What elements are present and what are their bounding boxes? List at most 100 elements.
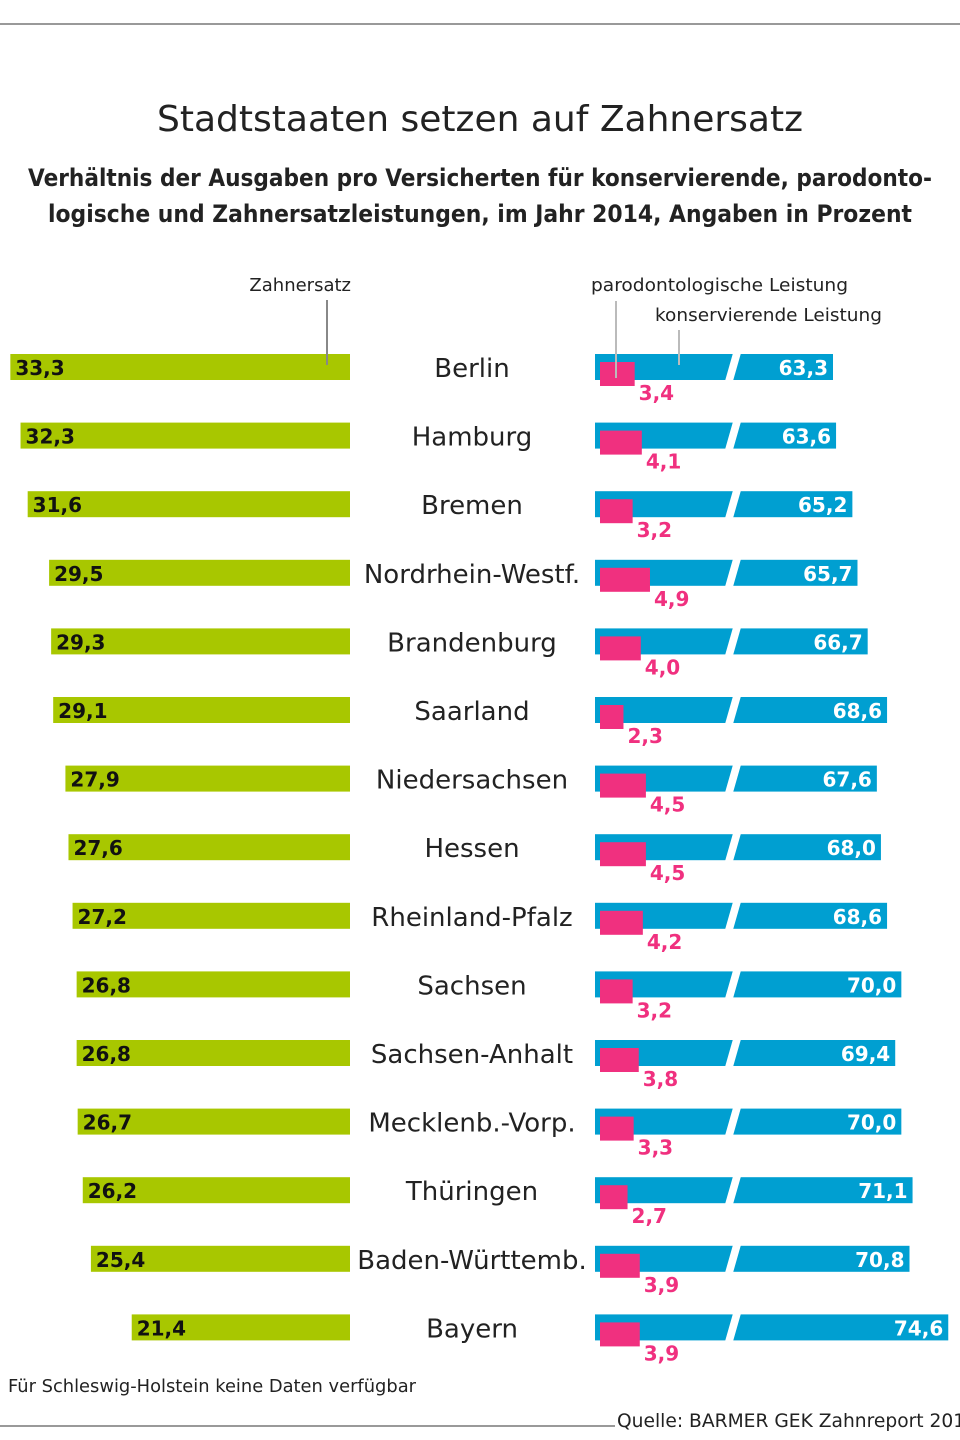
parodontologische-bar	[600, 979, 633, 1004]
category-label: Bayern	[426, 1314, 518, 1344]
legend-konservierende: konservierende Leistung	[655, 305, 882, 326]
zahnersatz-bar	[65, 765, 351, 792]
konservierende-label: 70,0	[847, 1111, 896, 1135]
chart-subtitle-line-2: logische und Zahnersatzleistungen, im Ja…	[48, 200, 912, 228]
axis-break-mark	[725, 970, 741, 999]
axis-break-mark	[725, 1313, 741, 1342]
konservierende-bar	[595, 1177, 913, 1204]
konservierende-label: 70,0	[847, 973, 896, 997]
parodontologische-label: 3,4	[639, 381, 674, 405]
legend-parodontologische: parodontologische Leistung	[591, 275, 848, 296]
zahnersatz-bar	[10, 354, 351, 380]
zahnersatz-label: 33,3	[15, 356, 64, 380]
axis-break-mark	[725, 833, 741, 862]
axis-break-mark	[725, 764, 741, 793]
konservierende-bar	[595, 902, 888, 929]
axis-break-mark	[725, 353, 741, 381]
parodontologische-label: 3,3	[638, 1136, 673, 1160]
konservierende-label: 69,4	[841, 1042, 890, 1066]
category-label: Thüringen	[405, 1177, 538, 1207]
axis-break-mark	[725, 421, 741, 450]
parodontologische-label: 3,2	[637, 518, 672, 542]
category-label: Berlin	[434, 354, 509, 384]
parodontologische-label: 2,3	[627, 724, 662, 748]
konservierende-bar	[595, 1040, 896, 1066]
zahnersatz-label: 27,9	[70, 768, 119, 792]
parodontologische-bar	[600, 842, 646, 867]
footnote: Für Schleswig-Holstein keine Daten verfü…	[8, 1376, 417, 1397]
konservierende-label: 68,0	[827, 836, 876, 860]
parodontologische-bar	[600, 1048, 639, 1072]
konservierende-bar	[595, 1314, 949, 1341]
parodontologische-label: 4,9	[654, 587, 689, 611]
konservierende-label: 68,6	[833, 905, 882, 929]
zahnersatz-label: 31,6	[33, 493, 82, 517]
parodontologische-bar	[600, 430, 642, 455]
konservierende-label: 71,1	[858, 1179, 907, 1203]
parodontologische-label: 4,5	[650, 793, 685, 817]
category-label: Sachsen-Anhalt	[371, 1040, 573, 1070]
axis-break-mark	[725, 1039, 741, 1067]
zahnersatz-label: 26,7	[83, 1111, 132, 1135]
parodontologische-bar	[600, 910, 643, 935]
parodontologische-bar	[600, 1116, 634, 1141]
zahnersatz-bar	[27, 491, 351, 518]
category-label: Saarland	[414, 697, 529, 727]
zahnersatz-bar	[49, 559, 350, 586]
parodontologische-bar	[600, 567, 650, 592]
parodontologische-label: 3,8	[643, 1067, 678, 1091]
zahnersatz-label: 26,8	[82, 973, 131, 997]
parodontologische-bar	[600, 773, 646, 798]
axis-break-mark	[725, 696, 741, 724]
zahnersatz-label: 27,6	[73, 836, 122, 860]
parodontologische-label: 2,7	[632, 1204, 667, 1228]
konservierende-bar	[595, 1108, 902, 1135]
parodontologische-label: 3,9	[644, 1341, 679, 1365]
konservierende-label: 63,3	[779, 356, 828, 380]
zahnersatz-bar	[72, 902, 350, 929]
legend-zahnersatz: Zahnersatz	[249, 275, 351, 296]
zahnersatz-bar	[82, 1177, 350, 1204]
axis-break-mark	[725, 627, 741, 656]
parodontologische-label: 4,1	[646, 450, 681, 474]
parodontologische-label: 4,5	[650, 861, 685, 885]
zahnersatz-bar	[68, 834, 350, 861]
axis-break-mark	[725, 490, 741, 519]
konservierende-bar	[595, 971, 902, 998]
zahnersatz-label: 26,2	[88, 1179, 137, 1203]
axis-break-mark	[725, 1176, 741, 1205]
zahnersatz-bar	[131, 1314, 350, 1341]
konservierende-label: 74,6	[894, 1316, 943, 1340]
category-label: Hamburg	[412, 423, 533, 453]
category-label: Bremen	[421, 491, 523, 521]
category-label: Baden-Württemb.	[357, 1246, 587, 1276]
konservierende-bar	[595, 1245, 910, 1272]
zahnersatz-label: 21,4	[137, 1316, 186, 1340]
zahnersatz-bar	[77, 1108, 350, 1135]
parodontologische-bar	[600, 362, 635, 386]
konservierende-label: 65,7	[803, 562, 852, 586]
parodontologische-bar	[600, 1185, 628, 1210]
category-label: Hessen	[424, 834, 519, 864]
axis-break-mark	[725, 901, 741, 930]
konservierende-bar	[595, 491, 853, 518]
axis-break-mark	[725, 1107, 741, 1136]
parodontologische-bar	[600, 1253, 640, 1278]
parodontologische-bar	[600, 1322, 640, 1347]
konservierende-label: 67,6	[823, 768, 872, 792]
zahnersatz-label: 29,1	[58, 699, 107, 723]
zahnersatz-bar	[90, 1245, 351, 1272]
parodontologische-bar	[600, 705, 624, 729]
zahnersatz-bar	[76, 1040, 350, 1066]
parodontologische-bar	[600, 636, 641, 661]
konservierende-label: 68,6	[833, 699, 882, 723]
parodontologische-bar	[600, 499, 633, 524]
konservierende-label: 70,8	[855, 1248, 904, 1272]
chart-title: Stadtstaaten setzen auf Zahnersatz	[157, 99, 803, 140]
konservierende-label: 63,6	[782, 425, 831, 449]
zahnersatz-label: 29,3	[56, 630, 105, 654]
zahnersatz-label: 32,3	[26, 425, 75, 449]
zahnersatz-label: 29,5	[54, 562, 103, 586]
category-label: Rheinland-Pfalz	[371, 903, 572, 933]
